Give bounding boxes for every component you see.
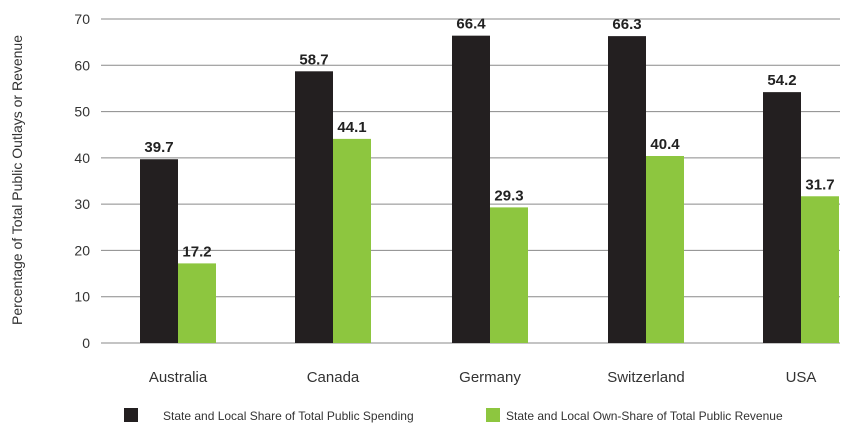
y-axis-label: Percentage of Total Public Outlays or Re… — [9, 35, 25, 325]
bar-canada-series-1 — [333, 138, 371, 343]
y-tick-label-50: 50 — [74, 104, 90, 120]
data-label-germany-series-1: 29.3 — [494, 187, 523, 204]
data-labels: 39.7 17.2 58.7 44.1 66.4 29.3 66.3 40.4 54.2 31.7 — [144, 16, 834, 261]
data-label-canada-series-1: 44.1 — [337, 119, 366, 136]
bar-switzerland-series-0 — [608, 36, 646, 344]
data-label-australia-series-0: 39.7 — [144, 139, 173, 156]
category-label-germany: Germany — [459, 369, 521, 386]
data-label-usa-series-0: 54.2 — [767, 72, 796, 89]
x-axis-categories: Australia Canada Germany Switzerland USA — [149, 369, 817, 386]
y-tick-label-10: 10 — [74, 289, 90, 305]
data-label-canada-series-0: 58.7 — [299, 51, 328, 68]
category-label-canada: Canada — [307, 369, 360, 386]
y-axis-ticks: 0 10 20 30 40 50 60 70 — [74, 11, 90, 351]
data-label-australia-series-1: 17.2 — [182, 243, 211, 260]
legend-label-spending: State and Local Share of Total Public Sp… — [163, 409, 414, 423]
y-tick-label-70: 70 — [74, 11, 90, 27]
category-label-switzerland: Switzerland — [607, 369, 685, 386]
bar-germany-series-0 — [452, 35, 490, 344]
bar-australia-series-1 — [178, 263, 216, 343]
category-label-usa: USA — [786, 369, 817, 386]
bar-germany-series-1 — [490, 207, 528, 343]
data-label-germany-series-0: 66.4 — [456, 16, 486, 33]
legend-swatch-revenue — [486, 408, 500, 422]
y-tick-label-20: 20 — [74, 242, 90, 258]
bar-switzerland-series-1 — [646, 156, 684, 343]
bar-usa-series-1 — [801, 196, 839, 343]
y-tick-label-60: 60 — [74, 57, 90, 73]
bars — [140, 35, 839, 344]
data-label-switzerland-series-0: 66.3 — [612, 16, 641, 33]
category-label-australia: Australia — [149, 369, 208, 386]
y-tick-label-0: 0 — [82, 335, 90, 351]
legend: State and Local Share of Total Public Sp… — [124, 408, 783, 423]
data-label-usa-series-1: 31.7 — [805, 176, 834, 193]
y-tick-label-40: 40 — [74, 150, 90, 166]
data-label-switzerland-series-1: 40.4 — [650, 136, 680, 153]
bar-usa-series-0 — [763, 92, 801, 343]
legend-label-revenue: State and Local Own-Share of Total Publi… — [506, 409, 783, 423]
bar-australia-series-0 — [140, 159, 178, 343]
y-tick-label-30: 30 — [74, 196, 90, 212]
legend-swatch-spending — [124, 408, 138, 422]
bar-canada-series-0 — [295, 71, 333, 343]
